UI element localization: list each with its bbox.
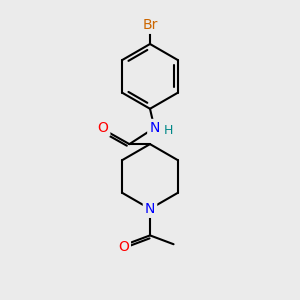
Text: O: O bbox=[118, 240, 129, 254]
Text: Br: Br bbox=[142, 18, 158, 32]
Text: N: N bbox=[145, 202, 155, 216]
Text: O: O bbox=[98, 121, 108, 135]
Text: N: N bbox=[149, 121, 160, 135]
Text: H: H bbox=[164, 124, 173, 137]
